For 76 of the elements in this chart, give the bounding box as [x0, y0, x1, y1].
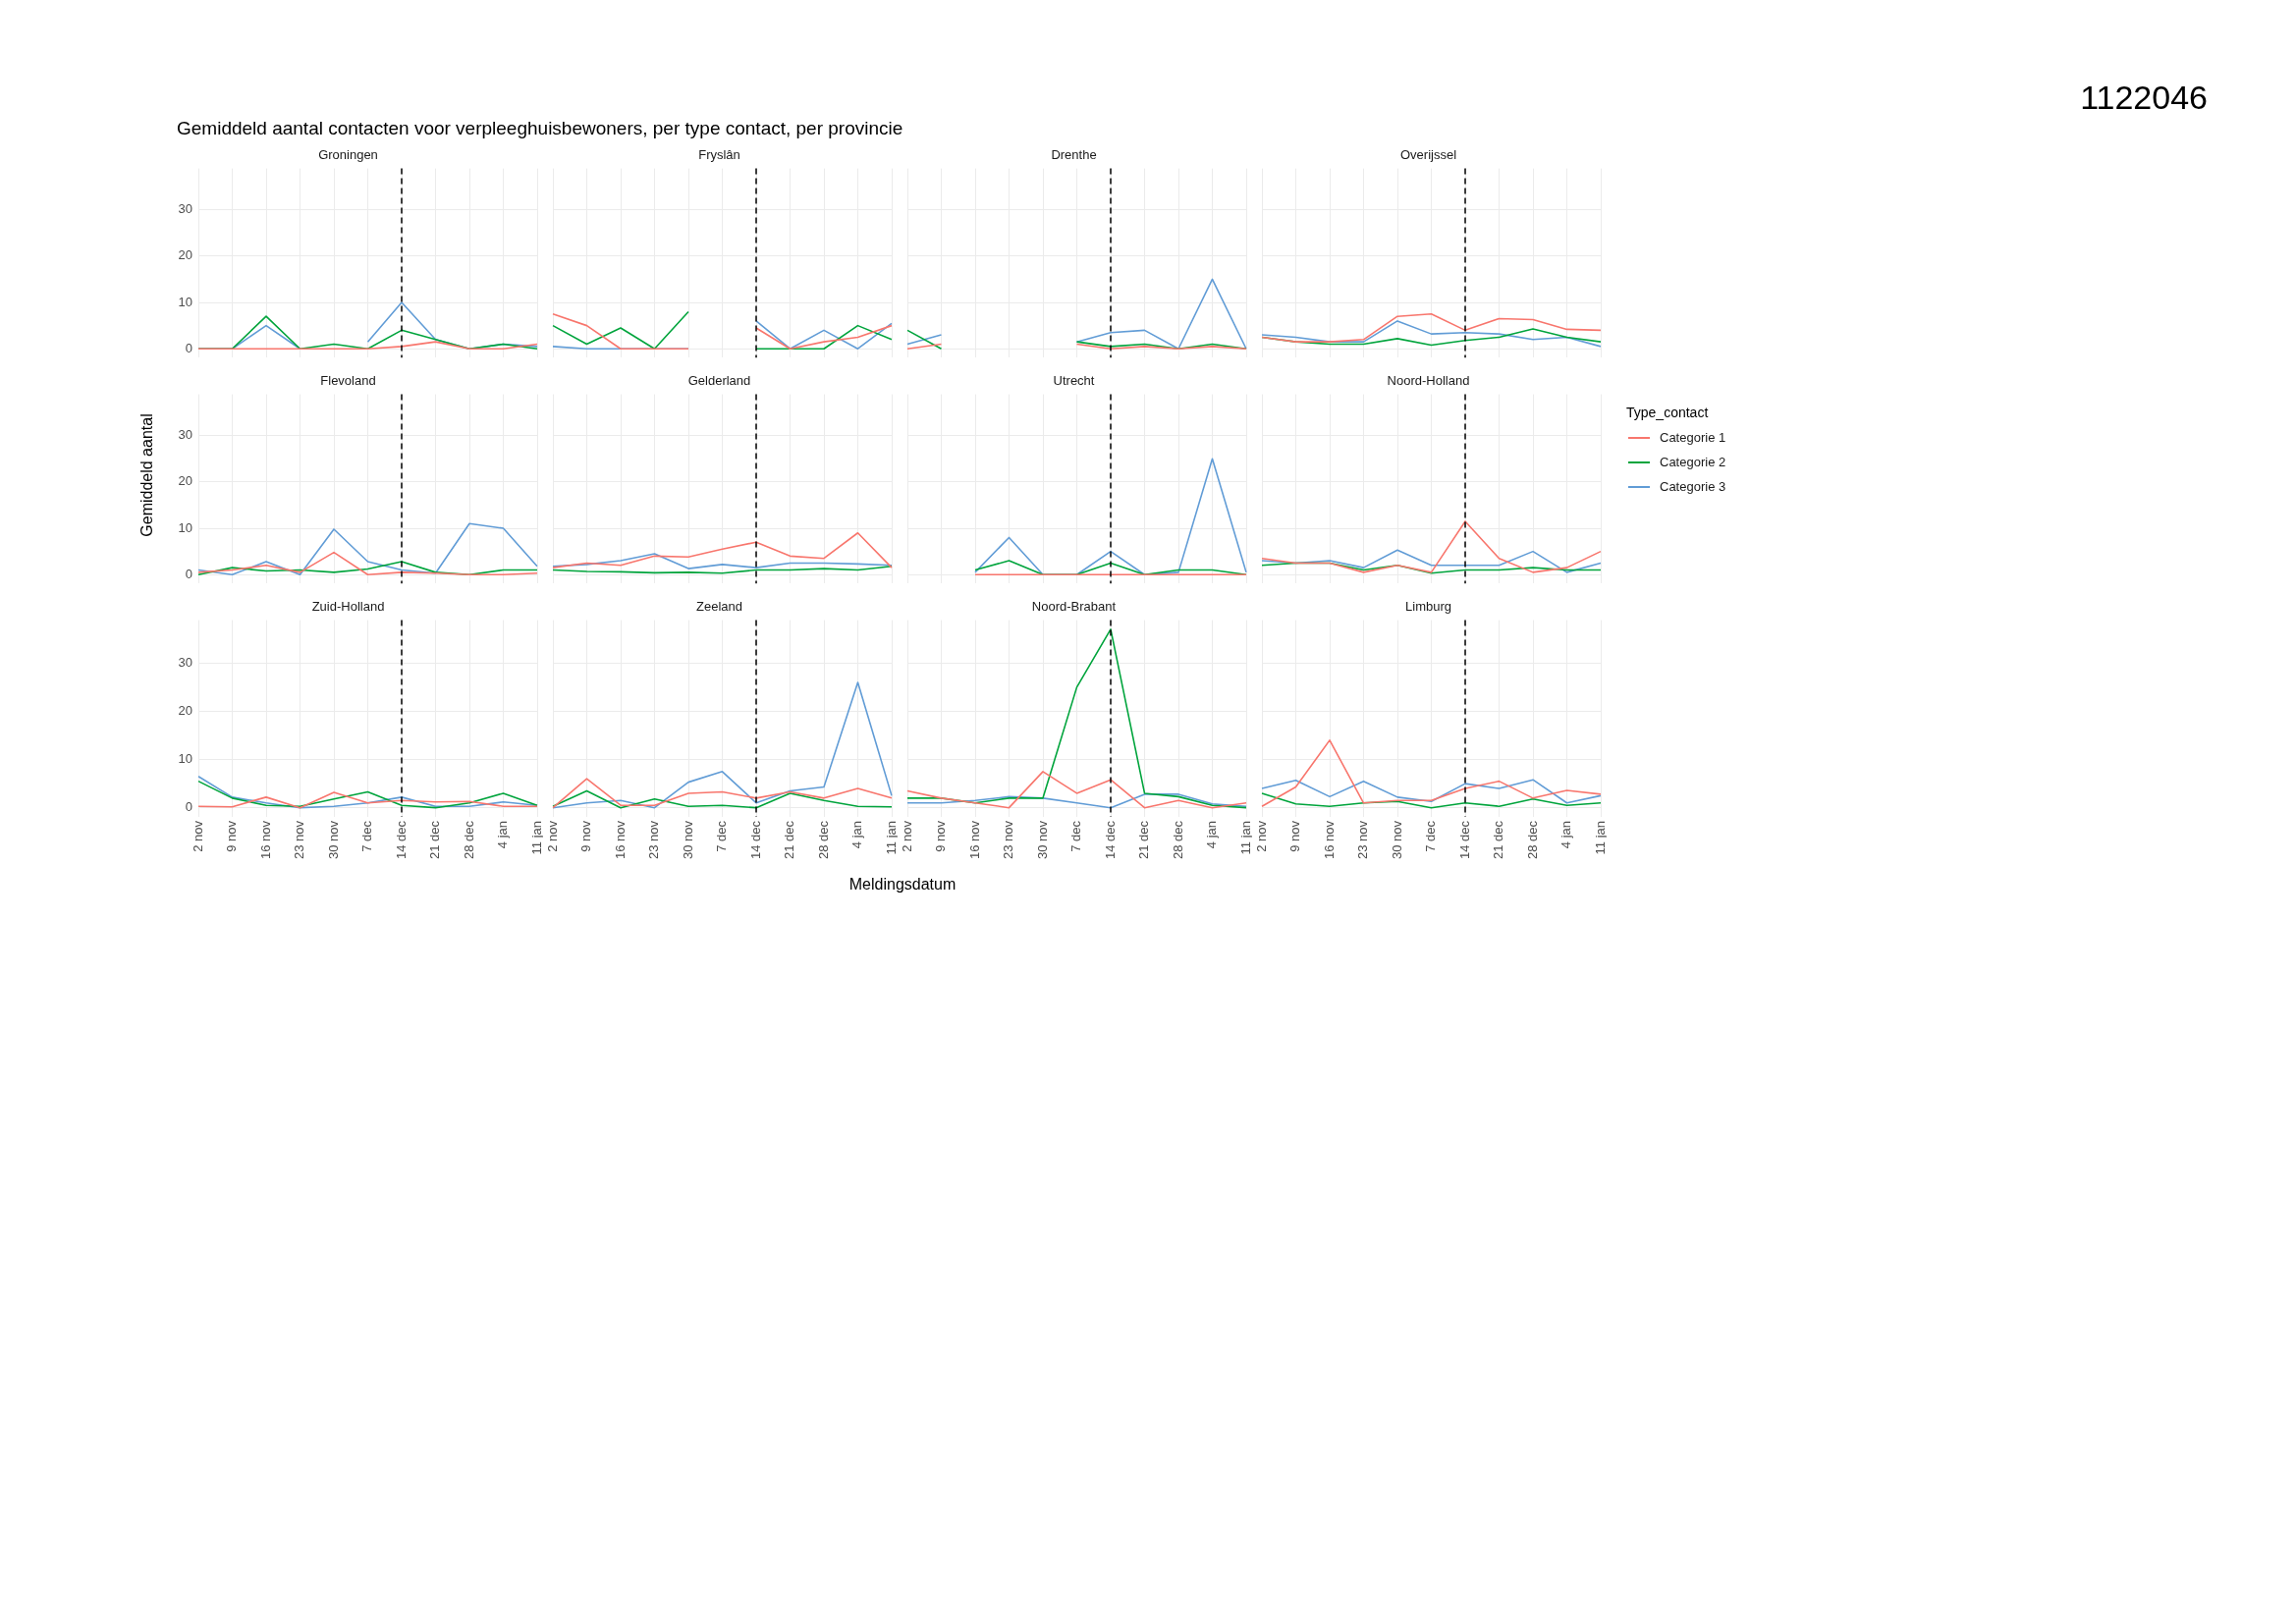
y-tick-label: 0: [185, 799, 192, 815]
chart-subtitle: Noord-Holland: [1387, 373, 1470, 389]
x-tick-label: 21 dec: [782, 820, 797, 860]
x-tick-label: 16 nov: [966, 820, 982, 860]
chart-subtitle: Groningen: [318, 147, 378, 163]
chart-subtitle: Fryslân: [698, 147, 740, 163]
chart-subtitle: Zuid-Holland: [311, 599, 385, 615]
x-tick-label: 23 nov: [1355, 820, 1371, 860]
x-tick-label: 2 nov: [899, 820, 914, 852]
x-tick-label: 21 dec: [1491, 820, 1506, 860]
x-tick-label: 30 nov: [1389, 820, 1404, 860]
x-tick-label: 7 dec: [1423, 820, 1439, 852]
x-tick-label: 7 dec: [359, 820, 375, 852]
x-tick-label: 7 dec: [714, 820, 730, 852]
x-tick-label: 21 dec: [427, 820, 443, 860]
x-tick-label: 2 nov: [544, 820, 560, 852]
x-tick-label: 4 jan: [1204, 821, 1220, 849]
x-tick-label: 4 jan: [495, 821, 511, 849]
text: 1122046: [2080, 79, 2208, 117]
y-tick-label: 10: [178, 294, 192, 309]
x-tick-label: 11 jan: [883, 821, 899, 855]
x-tick-label: 4 jan: [1558, 821, 1574, 849]
x-tick-label: 16 nov: [1321, 820, 1337, 860]
chart-subtitle: Drenthe: [1051, 147, 1097, 163]
x-tick-label: 9 nov: [1287, 820, 1303, 852]
chart-subtitle: Zeeland: [696, 599, 742, 615]
chart-subtitle: Limburg: [1405, 599, 1451, 615]
legend-label: Categorie 1: [1660, 430, 1726, 445]
x-tick-label: 23 nov: [646, 820, 662, 860]
chart-subtitle: Noord-Brabant: [1031, 599, 1117, 615]
y-tick-label: 30: [178, 654, 192, 670]
y-tick-label: 20: [178, 703, 192, 719]
x-tick-label: 11 jan: [528, 821, 544, 855]
x-tick-label: 9 nov: [578, 820, 594, 852]
x-tick-label: 30 nov: [680, 820, 695, 860]
y-tick-label: 10: [178, 519, 192, 535]
x-tick-label: 7 dec: [1068, 820, 1084, 852]
x-tick-label: 2 nov: [1253, 820, 1269, 852]
x-tick-label: 28 dec: [1170, 820, 1185, 860]
chart-subtitle: Gelderland: [687, 373, 751, 389]
x-tick-label: 9 nov: [224, 820, 240, 852]
chart-subtitle: Overijssel: [1399, 147, 1457, 163]
legend-title: Type_contact: [1626, 405, 1710, 420]
x-tick-label: 28 dec: [815, 820, 831, 860]
x-tick-label: 14 dec: [1456, 820, 1472, 860]
y-tick-label: 10: [178, 751, 192, 767]
chart-title: Gemiddeld aantal contacten voor verpleeghuisbewoners, per type contact, per provincie: [177, 118, 904, 139]
x-tick-label: 2 nov: [190, 820, 205, 852]
legend-label: Categorie 2: [1660, 455, 1726, 469]
x-tick-label: 11 jan: [1592, 821, 1608, 855]
x-tick-label: 21 dec: [1136, 820, 1152, 860]
x-tick-label: 14 dec: [1102, 820, 1118, 860]
x-tick-label: 28 dec: [1524, 820, 1540, 860]
y-axis-title: Gemiddeld aantal: [138, 413, 156, 537]
x-tick-label: 14 dec: [747, 820, 763, 860]
y-tick-label: 0: [185, 566, 192, 581]
chart-subtitle: Utrecht: [1053, 373, 1095, 389]
x-axis-title: Meldingsdatum: [847, 876, 957, 893]
x-tick-label: 4 jan: [849, 821, 865, 849]
x-tick-label: 16 nov: [612, 820, 628, 860]
y-tick-label: 20: [178, 247, 192, 263]
x-tick-label: 14 dec: [393, 820, 409, 860]
x-tick-label: 30 nov: [1034, 820, 1050, 860]
x-tick-label: 9 nov: [933, 820, 949, 852]
x-tick-label: 30 nov: [325, 820, 341, 860]
x-tick-label: 28 dec: [461, 820, 476, 860]
x-tick-label: 23 nov: [292, 820, 307, 860]
x-tick-label: 23 nov: [1001, 820, 1016, 860]
chart-subtitle: Flevoland: [320, 373, 376, 389]
y-tick-label: 30: [178, 427, 192, 443]
x-tick-label: 16 nov: [257, 820, 273, 860]
legend-label: Categorie 3: [1660, 479, 1726, 494]
y-tick-label: 0: [185, 340, 192, 355]
x-tick-label: 11 jan: [1237, 821, 1253, 855]
y-tick-label: 20: [178, 473, 192, 489]
y-tick-label: 30: [178, 201, 192, 217]
